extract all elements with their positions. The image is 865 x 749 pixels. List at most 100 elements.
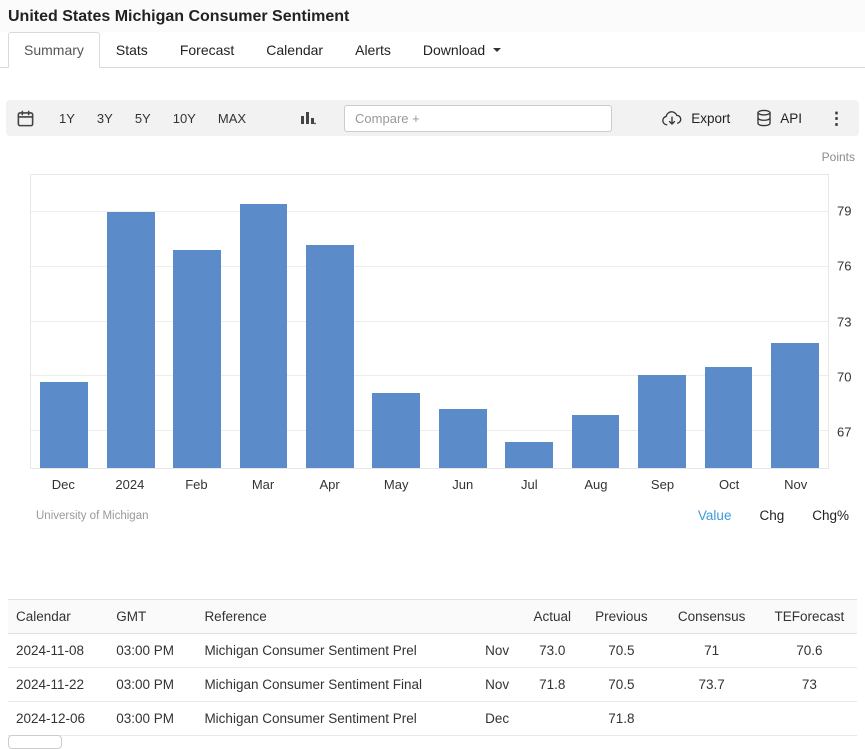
chart-footer: University of Michigan Value Chg Chg%: [36, 508, 849, 523]
table-cell: [523, 702, 581, 736]
table-cell: 73: [762, 668, 857, 702]
table-cell: Nov: [477, 668, 523, 702]
bar-jul[interactable]: [505, 442, 553, 468]
table-cell: 71.8: [523, 668, 581, 702]
y-axis-tick: 73: [837, 314, 851, 329]
x-axis-label: 2024: [97, 477, 164, 492]
bar-feb[interactable]: [173, 250, 221, 468]
table-row: 2024-12-0603:00 PMMichigan Consumer Sent…: [8, 702, 857, 736]
x-axis-label: Jul: [496, 477, 563, 492]
database-icon: [756, 109, 772, 127]
range-3y[interactable]: 3Y: [87, 107, 123, 130]
bar-dec[interactable]: [40, 382, 88, 468]
plot-area: [30, 174, 829, 469]
table-cell: 03:00 PM: [108, 668, 196, 702]
tab-alerts[interactable]: Alerts: [339, 32, 407, 68]
range-selector: 1Y3Y5Y10YMAX: [49, 107, 256, 130]
table-cell: 71.8: [581, 702, 661, 736]
bar-nov[interactable]: [771, 343, 819, 468]
view-tab-chg[interactable]: Chg: [759, 508, 784, 523]
column-header: Previous: [581, 600, 661, 634]
bar-series: [31, 175, 828, 468]
page-title: United States Michigan Consumer Sentimen…: [8, 8, 857, 26]
bar-slot: [31, 175, 97, 468]
caret-down-icon: [493, 48, 501, 52]
bar-slot: [430, 175, 496, 468]
tab-forecast[interactable]: Forecast: [164, 32, 250, 68]
page-header: United States Michigan Consumer Sentimen…: [0, 0, 865, 32]
range-5y[interactable]: 5Y: [125, 107, 161, 130]
cloud-download-icon: [661, 110, 683, 127]
table-cell: 70.5: [581, 634, 661, 668]
x-axis: Dec2024FebMarAprMayJunJulAugSepOctNov: [30, 477, 829, 492]
tab-stats[interactable]: Stats: [100, 32, 164, 68]
table-cell: [762, 702, 857, 736]
column-header: Reference: [196, 600, 477, 634]
export-button[interactable]: Export: [657, 106, 734, 131]
bar-may[interactable]: [372, 393, 420, 468]
bar-slot: [297, 175, 363, 468]
table-row: 2024-11-0803:00 PMMichigan Consumer Sent…: [8, 634, 857, 668]
bar-apr[interactable]: [306, 245, 354, 468]
bar-sep[interactable]: [638, 375, 686, 468]
units-label: Points: [0, 150, 855, 164]
range-max[interactable]: MAX: [208, 107, 256, 130]
compare-input[interactable]: [344, 105, 612, 132]
table-cell: Michigan Consumer Sentiment Final: [196, 668, 477, 702]
table-cell: 2024-12-06: [8, 702, 108, 736]
x-axis-label: Aug: [563, 477, 630, 492]
bar-chart-icon[interactable]: [300, 110, 316, 126]
table-row: 2024-11-2203:00 PMMichigan Consumer Sent…: [8, 668, 857, 702]
table-cell: Michigan Consumer Sentiment Prel: [196, 634, 477, 668]
tab-bar: SummaryStatsForecastCalendarAlertsDownlo…: [0, 32, 865, 68]
range-1y[interactable]: 1Y: [49, 107, 85, 130]
column-header: Consensus: [662, 600, 762, 634]
toolbar-actions: Export API ⋮: [657, 105, 849, 131]
api-label: API: [780, 111, 802, 126]
y-axis-tick: 79: [837, 203, 851, 218]
api-button[interactable]: API: [752, 105, 806, 131]
x-axis-label: Nov: [762, 477, 829, 492]
view-tab-value[interactable]: Value: [698, 508, 732, 523]
bar-slot: [363, 175, 429, 468]
x-axis-label: Mar: [230, 477, 297, 492]
table-cell: Michigan Consumer Sentiment Prel: [196, 702, 477, 736]
source-label: University of Michigan: [36, 510, 148, 522]
table-cell: 71: [662, 634, 762, 668]
bar-2024[interactable]: [107, 212, 155, 468]
partial-button-cutoff[interactable]: [8, 735, 62, 749]
export-label: Export: [691, 111, 730, 126]
y-axis: 6770737679: [829, 174, 859, 469]
table-cell: 73.7: [662, 668, 762, 702]
bar-jun[interactable]: [439, 409, 487, 468]
x-axis-label: Jun: [429, 477, 496, 492]
tab-download[interactable]: Download: [407, 32, 517, 68]
table-cell: 70.6: [762, 634, 857, 668]
view-tabs: Value Chg Chg%: [698, 508, 849, 523]
kebab-menu-icon[interactable]: ⋮: [824, 110, 849, 127]
bar-slot: [97, 175, 163, 468]
column-header: Calendar: [8, 600, 108, 634]
x-axis-label: May: [363, 477, 430, 492]
bar-oct[interactable]: [705, 367, 753, 468]
bar-slot: [762, 175, 828, 468]
bar-mar[interactable]: [240, 204, 288, 468]
x-axis-label: Feb: [163, 477, 230, 492]
column-header: TEForecast: [762, 600, 857, 634]
bar-slot: [496, 175, 562, 468]
range-10y[interactable]: 10Y: [163, 107, 206, 130]
calendar-icon[interactable]: [16, 109, 35, 128]
x-axis-label: Dec: [30, 477, 97, 492]
tab-calendar[interactable]: Calendar: [250, 32, 339, 68]
table-cell: [662, 702, 762, 736]
bar-slot: [562, 175, 628, 468]
bar-slot: [695, 175, 761, 468]
chart-toolbar: 1Y3Y5Y10YMAX Export: [6, 100, 859, 136]
tab-summary[interactable]: Summary: [8, 32, 100, 68]
table-cell: 03:00 PM: [108, 634, 196, 668]
bar-slot: [164, 175, 230, 468]
x-axis-label: Sep: [629, 477, 696, 492]
bar-aug[interactable]: [572, 415, 620, 468]
calendar-table: CalendarGMTReferenceActualPreviousConsen…: [8, 599, 857, 736]
view-tab-chgpct[interactable]: Chg%: [812, 508, 849, 523]
